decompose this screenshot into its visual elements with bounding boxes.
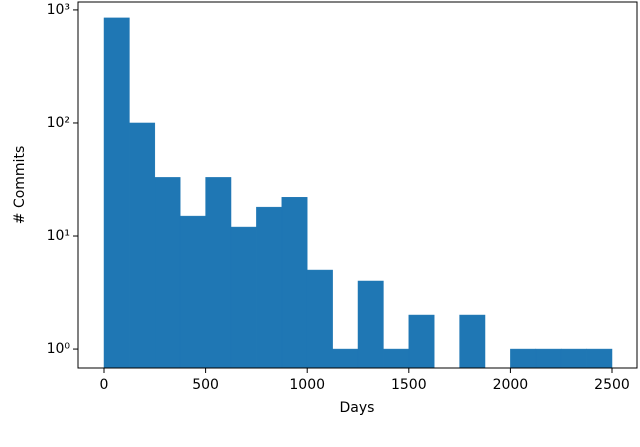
bar: [129, 122, 156, 369]
x-tick-label: 500: [192, 377, 219, 393]
bar: [230, 226, 257, 369]
bar: [586, 348, 613, 369]
bar: [306, 269, 333, 369]
x-tick-label: 0: [100, 377, 109, 393]
x-tick-label: 1000: [289, 377, 325, 393]
y-tick-label: 10⁰: [47, 341, 71, 357]
bar: [408, 314, 435, 369]
x-tick-label: 1500: [391, 377, 427, 393]
bar: [459, 314, 486, 369]
y-tick-label: 10¹: [47, 228, 70, 244]
bar: [281, 197, 308, 369]
bar: [357, 280, 384, 369]
bar: [510, 348, 537, 369]
bar: [179, 215, 206, 369]
bar: [332, 348, 359, 369]
y-tick-label: 10³: [47, 2, 70, 18]
bar: [154, 177, 181, 369]
bar: [205, 177, 232, 369]
x-tick-label: 2500: [594, 377, 630, 393]
x-tick-label: 2000: [493, 377, 529, 393]
bar: [103, 17, 130, 369]
bar: [383, 348, 410, 369]
bar: [256, 206, 283, 369]
bar: [535, 348, 562, 369]
y-tick-label: 10²: [47, 115, 70, 131]
bar: [560, 348, 587, 369]
plot-frame: [77, 1, 638, 369]
x-axis-label: Days: [340, 400, 375, 416]
y-axis-label: # Commits: [12, 146, 28, 224]
